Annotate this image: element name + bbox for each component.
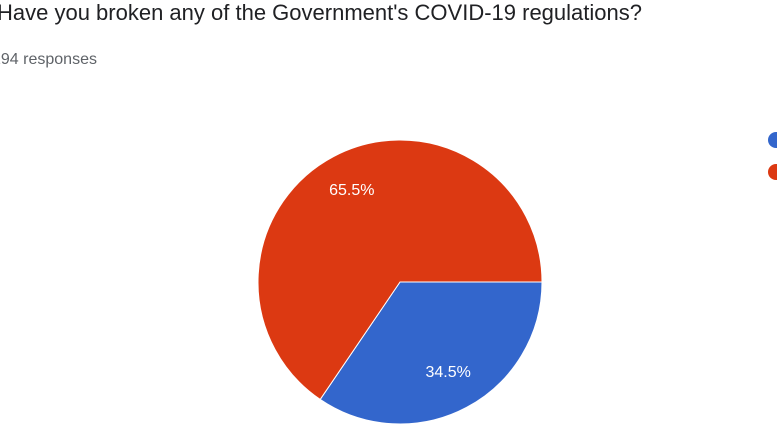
slice-label: 65.5% bbox=[329, 182, 374, 199]
pie-slice bbox=[257, 139, 543, 401]
slice-label: 34.5% bbox=[426, 364, 471, 381]
chart-title: Have you broken any of the Government's … bbox=[0, 0, 642, 25]
legend-marker bbox=[768, 132, 777, 148]
legend-marker bbox=[768, 164, 777, 180]
pie-slice bbox=[319, 281, 543, 425]
chart-subtitle: 194 responses bbox=[0, 51, 97, 68]
